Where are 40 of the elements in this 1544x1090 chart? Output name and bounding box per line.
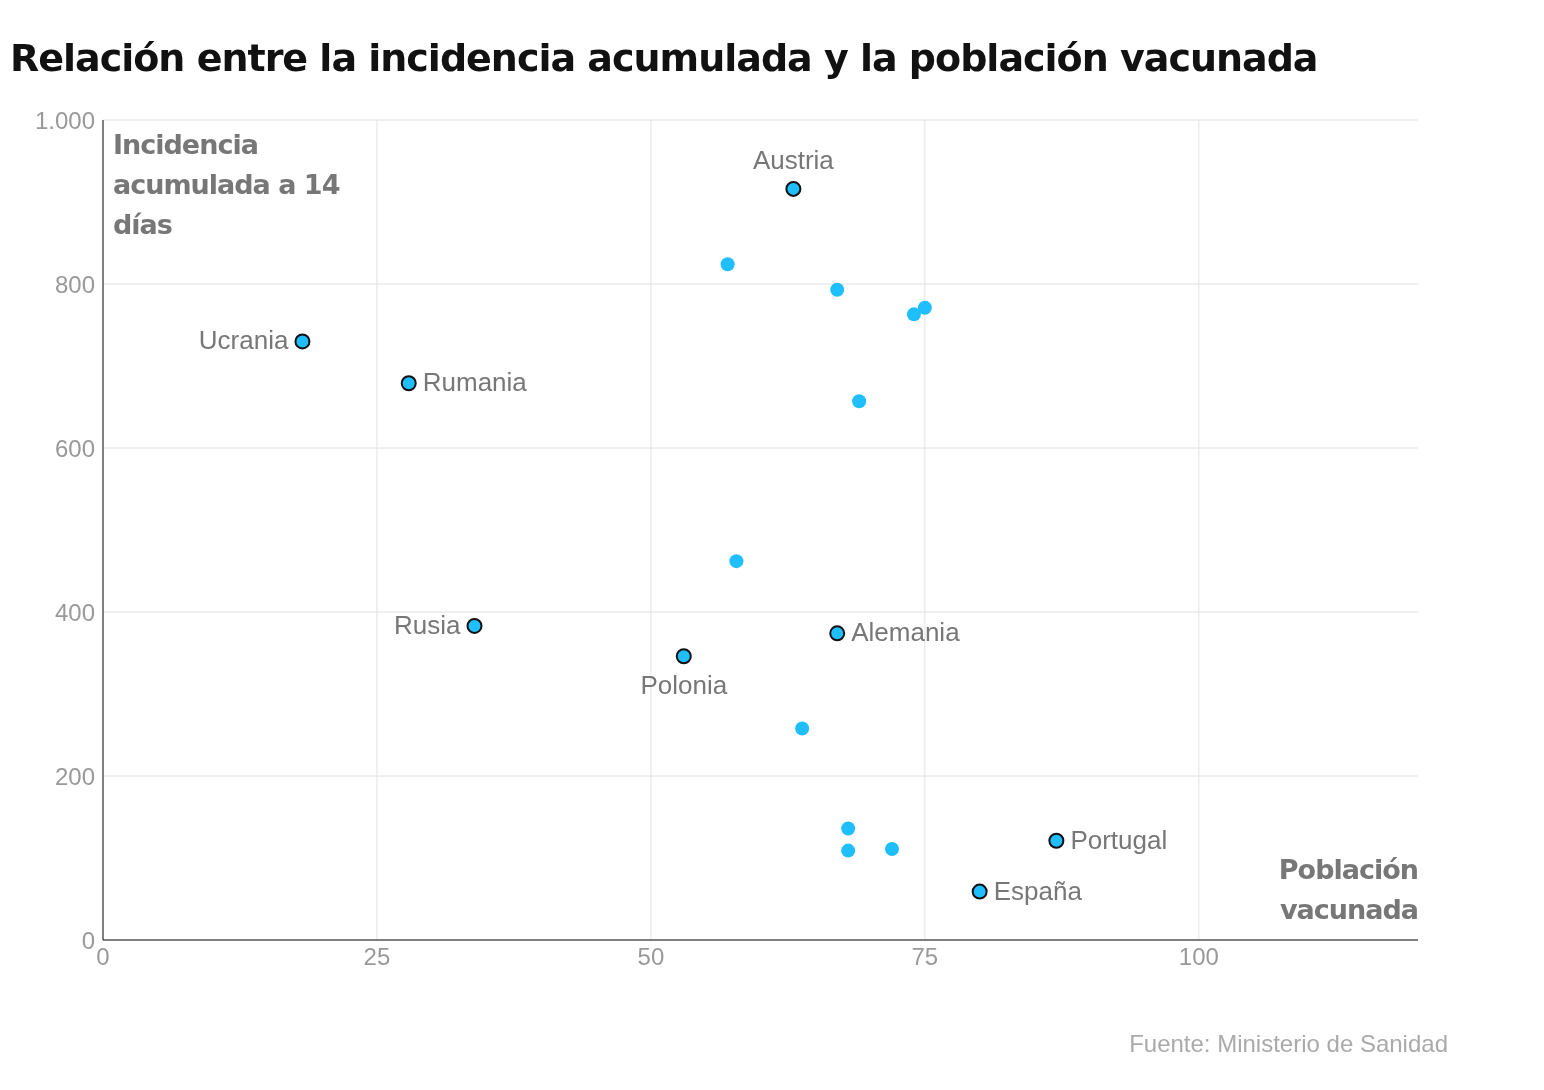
point <box>785 180 802 197</box>
point <box>1048 832 1065 849</box>
annotation: Portugal <box>1070 824 1168 855</box>
point <box>466 617 483 634</box>
point <box>400 375 417 392</box>
x-tick-label: 50 <box>637 943 665 971</box>
chart-title: Relación entre la incidencia acumulada y la población vacunada <box>10 36 1319 80</box>
point <box>841 843 856 858</box>
y-tick-label: 0 <box>81 926 95 954</box>
point <box>906 307 921 322</box>
annotation: Rumania <box>422 367 528 398</box>
x-tick-label: 25 <box>363 943 391 971</box>
annotation: Alemania <box>851 617 961 648</box>
source-note: Fuente: Ministerio de Sanidad <box>1128 1030 1448 1058</box>
y-tick-label: 600 <box>54 434 95 462</box>
x-tick-label: 75 <box>911 943 939 971</box>
point <box>852 394 867 409</box>
annotation: Rusia <box>394 609 462 640</box>
point <box>720 257 735 272</box>
annotation: Polonia <box>640 670 728 701</box>
y-tick-label: 200 <box>54 762 95 790</box>
y-tick-label: 400 <box>54 598 95 626</box>
point <box>841 821 856 836</box>
y-axis-title: Incidencia acumulada a 14 días <box>113 128 341 242</box>
y-tick-label: 1.000 <box>34 106 95 134</box>
x-axis-title: Población vacunada <box>1277 853 1418 927</box>
point <box>294 333 311 350</box>
annotation: España <box>993 875 1083 906</box>
point <box>830 282 845 297</box>
point <box>795 721 810 736</box>
annotation: Austria <box>752 144 835 175</box>
y-tick-label: 800 <box>54 270 95 298</box>
annotation: Ucrania <box>198 325 289 356</box>
point <box>885 841 899 856</box>
point <box>729 554 744 569</box>
point <box>971 883 988 900</box>
point <box>829 625 846 642</box>
point <box>917 300 932 315</box>
point <box>675 648 692 665</box>
x-tick-label: 100 <box>1178 943 1219 971</box>
